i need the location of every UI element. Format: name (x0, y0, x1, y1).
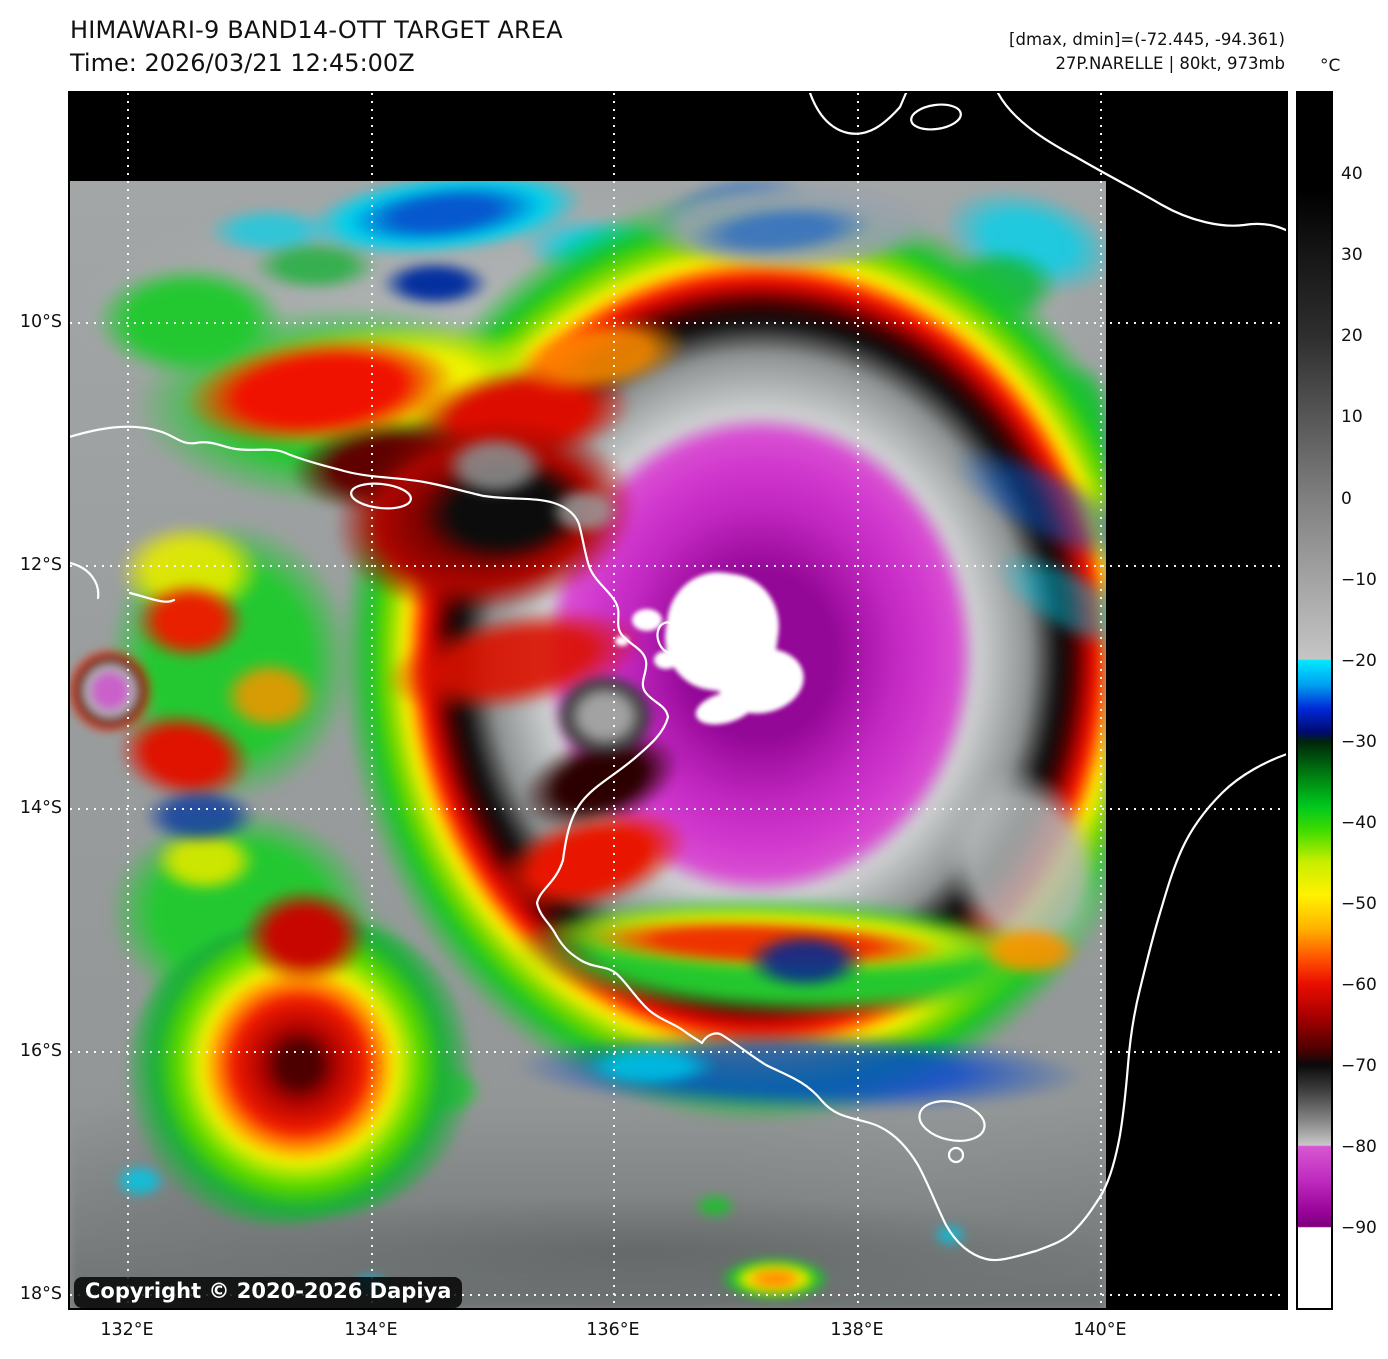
colorbar-tick-label: 10 (1341, 407, 1363, 427)
figure-title: HIMAWARI-9 BAND14-OTT TARGET AREA (70, 16, 563, 44)
lon-tick-label: 136°E (586, 1320, 640, 1340)
colorbar-tick-label: −40 (1341, 813, 1377, 833)
dmax-dmin-label: [dmax, dmin]=(-72.445, -94.361) (1009, 30, 1285, 49)
west-storm-blob (70, 651, 155, 731)
cloud-speck (690, 1191, 740, 1221)
lat-tick-label: 18°S (19, 1284, 62, 1304)
colorbar-tick-label: −20 (1341, 651, 1377, 671)
gridline-lat-18s (70, 1294, 1286, 1296)
gridline-lat-14s (70, 808, 1286, 810)
lon-tick-label: 138°E (830, 1320, 884, 1340)
cloud-speck (710, 1253, 840, 1305)
colorbar-tick-label: 30 (1341, 245, 1363, 265)
header-right-info: [dmax, dmin]=(-72.445, -94.361) 27P.NARE… (1009, 28, 1285, 76)
lon-tick-label: 140°E (1073, 1320, 1127, 1340)
colorbar-unit-label: °C (1320, 56, 1341, 76)
cloud-speck (110, 1161, 170, 1201)
time-label: Time: 2026/03/21 12:45:00Z (70, 49, 415, 77)
island-outline (947, 1146, 965, 1164)
lat-tick-label: 16°S (19, 1041, 62, 1061)
coastline-new-guinea (808, 93, 908, 135)
island-outline (910, 103, 962, 131)
lake-outline (350, 482, 412, 510)
lat-tick-label: 12°S (19, 555, 62, 575)
gridline-lon-134e (371, 93, 373, 1308)
cloud-blob (210, 651, 330, 741)
cyclone-eye-overshoot (654, 651, 678, 669)
ir-imagery-layer (70, 181, 1106, 1308)
lon-tick-label: 134°E (344, 1320, 398, 1340)
cloud-blob (540, 661, 670, 771)
coastline-australia (70, 425, 1286, 1262)
satellite-data-swath (70, 181, 1106, 1308)
cloud-blob (130, 781, 270, 851)
cyclone-eye-overshoot (615, 636, 629, 646)
cloud-blob (540, 481, 630, 541)
gridline-lon-136e (613, 93, 615, 1308)
coastline-new-guinea (996, 93, 1286, 232)
colorbar-tick-label: −80 (1341, 1137, 1377, 1157)
lat-tick-label: 10°S (19, 312, 62, 332)
rainband-blob (970, 921, 1090, 981)
colorbar-tick-label: −90 (1341, 1218, 1377, 1238)
colorbar-tick-label: −50 (1341, 894, 1377, 914)
cyclone-eye-overshoot (632, 609, 662, 631)
gridline-lat-10s (70, 322, 1286, 324)
colorbar-tick-label: 20 (1341, 326, 1363, 346)
gridline-lat-12s (70, 565, 1286, 567)
colorbar-tick-label: 40 (1341, 164, 1363, 184)
gridline-lon-132e (127, 93, 129, 1308)
colorbar-tick-label: −30 (1341, 732, 1377, 752)
colorbar-tick-label: −10 (1341, 570, 1377, 590)
cloud-blob (120, 571, 260, 671)
gridline-lon-140e (1100, 93, 1102, 1308)
map-canvas: Copyright © 2020-2026 Dapiya (70, 93, 1286, 1308)
cloud-speck (930, 1221, 970, 1249)
rainband-blob (730, 926, 880, 996)
coastline-detail (70, 561, 176, 603)
satellite-map: Copyright © 2020-2026 Dapiya (68, 91, 1288, 1310)
island-outline (918, 1100, 986, 1142)
storm-cell-blob (220, 871, 390, 1001)
colorbar (1296, 91, 1333, 1310)
island-outline (656, 621, 684, 655)
gridline-lon-138e (857, 93, 859, 1308)
colorbar-tick-label: 0 (1341, 489, 1352, 509)
lat-tick-label: 14°S (19, 798, 62, 818)
colorbar-tick-label: −60 (1341, 975, 1377, 995)
colorbar-tick-label: −70 (1341, 1056, 1377, 1076)
cloud-blob (430, 426, 560, 506)
lon-tick-label: 132°E (100, 1320, 154, 1340)
rainband-blob (570, 1041, 730, 1091)
overshoot-layer (70, 181, 1106, 1308)
coastline (70, 93, 1286, 1262)
gridline-lat-16s (70, 1051, 1286, 1053)
storm-info-label: 27P.NARELLE | 80kt, 973mb (1055, 54, 1285, 73)
copyright-badge: Copyright © 2020-2026 Dapiya (74, 1277, 463, 1308)
